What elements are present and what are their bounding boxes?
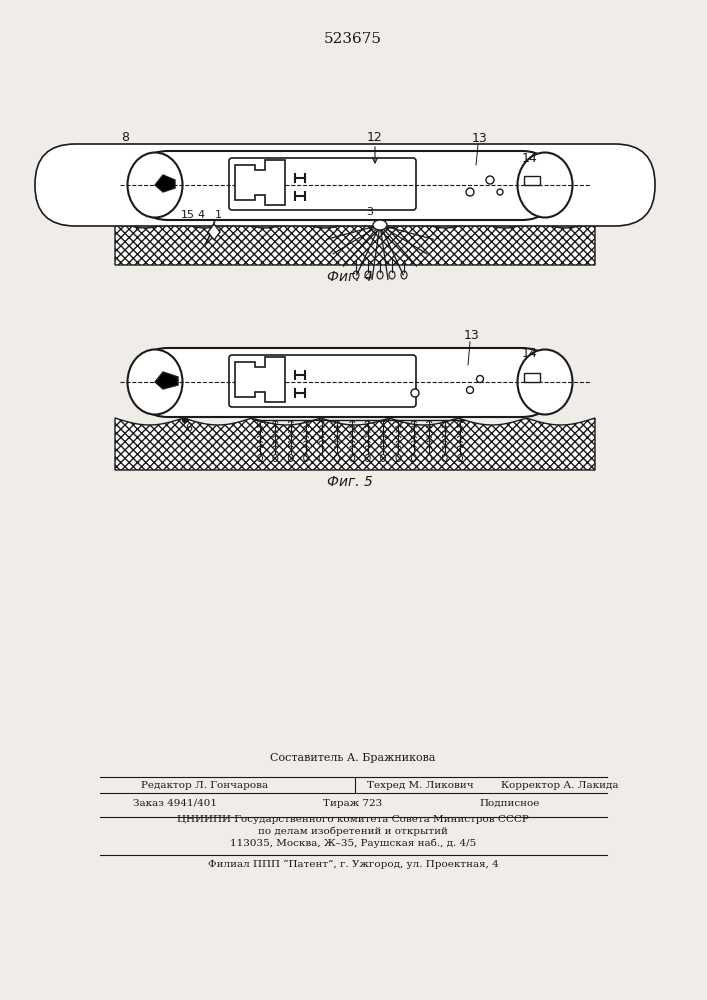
Polygon shape — [115, 220, 595, 265]
Polygon shape — [155, 372, 178, 389]
Text: 13: 13 — [472, 132, 488, 145]
FancyBboxPatch shape — [229, 158, 416, 210]
Polygon shape — [235, 160, 285, 205]
Text: 1: 1 — [215, 210, 222, 220]
FancyBboxPatch shape — [525, 373, 540, 382]
Ellipse shape — [127, 350, 182, 414]
Circle shape — [182, 418, 187, 422]
Text: Подписное: Подписное — [480, 798, 540, 808]
Text: 14: 14 — [522, 347, 538, 360]
Text: 14: 14 — [522, 152, 538, 165]
FancyBboxPatch shape — [525, 176, 540, 186]
Text: 523675: 523675 — [324, 32, 382, 46]
Ellipse shape — [127, 152, 182, 218]
Ellipse shape — [518, 350, 573, 414]
Ellipse shape — [373, 220, 387, 230]
Text: 12: 12 — [367, 131, 383, 144]
Text: Составитель А. Бражникова: Составитель А. Бражникова — [270, 753, 436, 763]
Text: по делам изобретений и открытий: по делам изобретений и открытий — [258, 827, 448, 836]
FancyBboxPatch shape — [229, 355, 416, 407]
Text: Заказ 4941/401: Заказ 4941/401 — [133, 798, 217, 808]
Text: ЦНИИПИ Государственного комитета Совета Министров СССР: ЦНИИПИ Государственного комитета Совета … — [177, 815, 529, 824]
Text: Фиг. 4: Фиг. 4 — [327, 270, 373, 284]
Text: Корректор А. Лакида: Корректор А. Лакида — [501, 780, 619, 790]
Text: Редактор Л. Гончарова: Редактор Л. Гончарова — [141, 780, 269, 790]
Polygon shape — [115, 418, 595, 470]
Text: 15: 15 — [181, 210, 195, 220]
Circle shape — [497, 189, 503, 195]
Circle shape — [477, 375, 484, 382]
Text: 8: 8 — [121, 131, 129, 144]
Polygon shape — [235, 357, 285, 402]
Circle shape — [466, 188, 474, 196]
FancyBboxPatch shape — [138, 348, 552, 417]
Polygon shape — [155, 175, 175, 192]
Text: 6: 6 — [185, 423, 192, 433]
Text: Техред М. Ликович: Техред М. Ликович — [367, 780, 473, 790]
FancyBboxPatch shape — [35, 144, 655, 226]
Text: 113035, Москва, Ж–35, Раушская наб., д. 4/5: 113035, Москва, Ж–35, Раушская наб., д. … — [230, 839, 476, 848]
Text: 4: 4 — [198, 210, 205, 220]
Text: 3: 3 — [366, 207, 373, 217]
FancyBboxPatch shape — [138, 151, 552, 220]
Text: 13: 13 — [464, 329, 480, 342]
Circle shape — [486, 176, 494, 184]
Ellipse shape — [518, 152, 573, 218]
Circle shape — [411, 389, 419, 397]
Text: Филиал ППП “Патент”, г. Ужгород, ул. Проектная, 4: Филиал ППП “Патент”, г. Ужгород, ул. Про… — [208, 860, 498, 869]
Circle shape — [467, 386, 474, 393]
Text: Тираж 723: Тираж 723 — [323, 798, 382, 808]
Text: Фиг. 5: Фиг. 5 — [327, 475, 373, 489]
Polygon shape — [208, 224, 220, 240]
